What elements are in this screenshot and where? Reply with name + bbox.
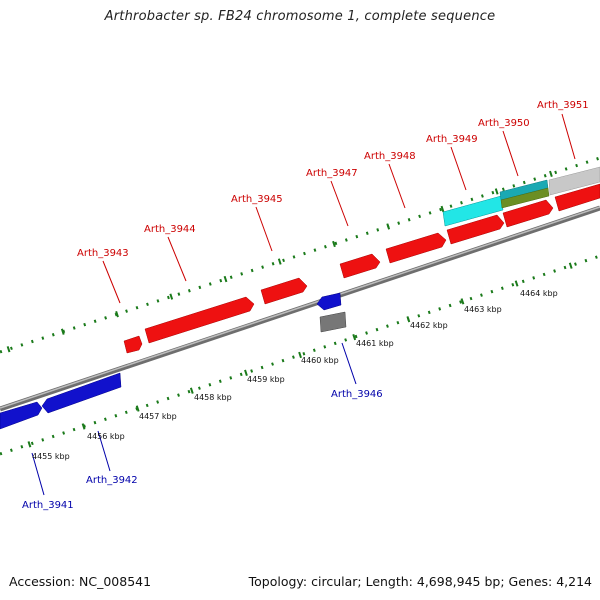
feature-grey-block[interactable] — [319, 311, 347, 333]
scale-label: 4459 kbp — [247, 375, 285, 384]
gene-label-arth-3950[interactable]: Arth_3950 — [478, 118, 530, 129]
scale-major-ticks — [0, 253, 600, 457]
scale-label: 4464 kbp — [520, 289, 558, 298]
scale-label: 4462 kbp — [410, 321, 448, 330]
gene-arth-3941[interactable] — [0, 401, 43, 430]
topology-summary: Topology: circular; Length: 4,698,945 bp… — [248, 574, 592, 589]
gene-label-arth-3949[interactable]: Arth_3949 — [426, 134, 478, 145]
gene-arth-3946[interactable] — [316, 292, 342, 311]
gene-arth-3948[interactable] — [385, 232, 447, 264]
gene-label-arth-3947[interactable]: Arth_3947 — [306, 168, 358, 179]
reverse-genes — [0, 292, 347, 430]
scale-label: 4455 kbp — [32, 452, 70, 461]
map-title: Arthrobacter sp. FB24 chromosome 1, comp… — [104, 9, 496, 24]
gene-arth-3949[interactable] — [446, 214, 505, 245]
gene-arth-3950[interactable] — [502, 199, 554, 228]
gene-arth-3944[interactable] — [144, 296, 255, 344]
backbone-highlight — [0, 206, 600, 409]
gene-label-arth-3944[interactable]: Arth_3944 — [144, 224, 196, 235]
forward-genes — [123, 183, 600, 354]
feature-olive-block[interactable] — [500, 187, 550, 209]
gene-arth-3945[interactable] — [260, 277, 308, 305]
gene-arth-3942[interactable] — [41, 372, 122, 414]
forward-leader-lines — [102, 113, 576, 304]
gene-label-arth-3951[interactable]: Arth_3951 — [537, 100, 589, 111]
gene-arth-3951[interactable] — [554, 183, 600, 212]
gene-label-arth-3942[interactable]: Arth_3942 — [86, 475, 138, 486]
scale-label: 4463 kbp — [464, 305, 502, 314]
scale-label: 4458 kbp — [194, 393, 232, 402]
gene-label-arth-3946[interactable]: Arth_3946 — [331, 389, 383, 400]
genome-backbone — [0, 205, 600, 412]
feature-light-grey-block[interactable] — [548, 166, 600, 196]
scale-label: 4461 kbp — [356, 339, 394, 348]
feature-cyan-block[interactable] — [442, 195, 504, 227]
scale-label: 4456 kbp — [87, 432, 125, 441]
scale-labels: 4455 kbp 4456 kbp 4457 kbp 4458 kbp 4459… — [32, 289, 558, 461]
gene-label-arth-3945[interactable]: Arth_3945 — [231, 194, 283, 205]
gene-arth-3947[interactable] — [339, 253, 381, 279]
reverse-leader-lines — [31, 342, 357, 496]
scale-label: 4457 kbp — [139, 412, 177, 421]
scale-label: 4460 kbp — [301, 356, 339, 365]
gene-label-arth-3941[interactable]: Arth_3941 — [22, 500, 74, 511]
gene-label-arth-3943[interactable]: Arth_3943 — [77, 248, 129, 259]
accession-label: Accession: NC_008541 — [9, 574, 152, 589]
gene-label-arth-3948[interactable]: Arth_3948 — [364, 151, 416, 162]
gene-arth-3943[interactable] — [123, 335, 143, 354]
